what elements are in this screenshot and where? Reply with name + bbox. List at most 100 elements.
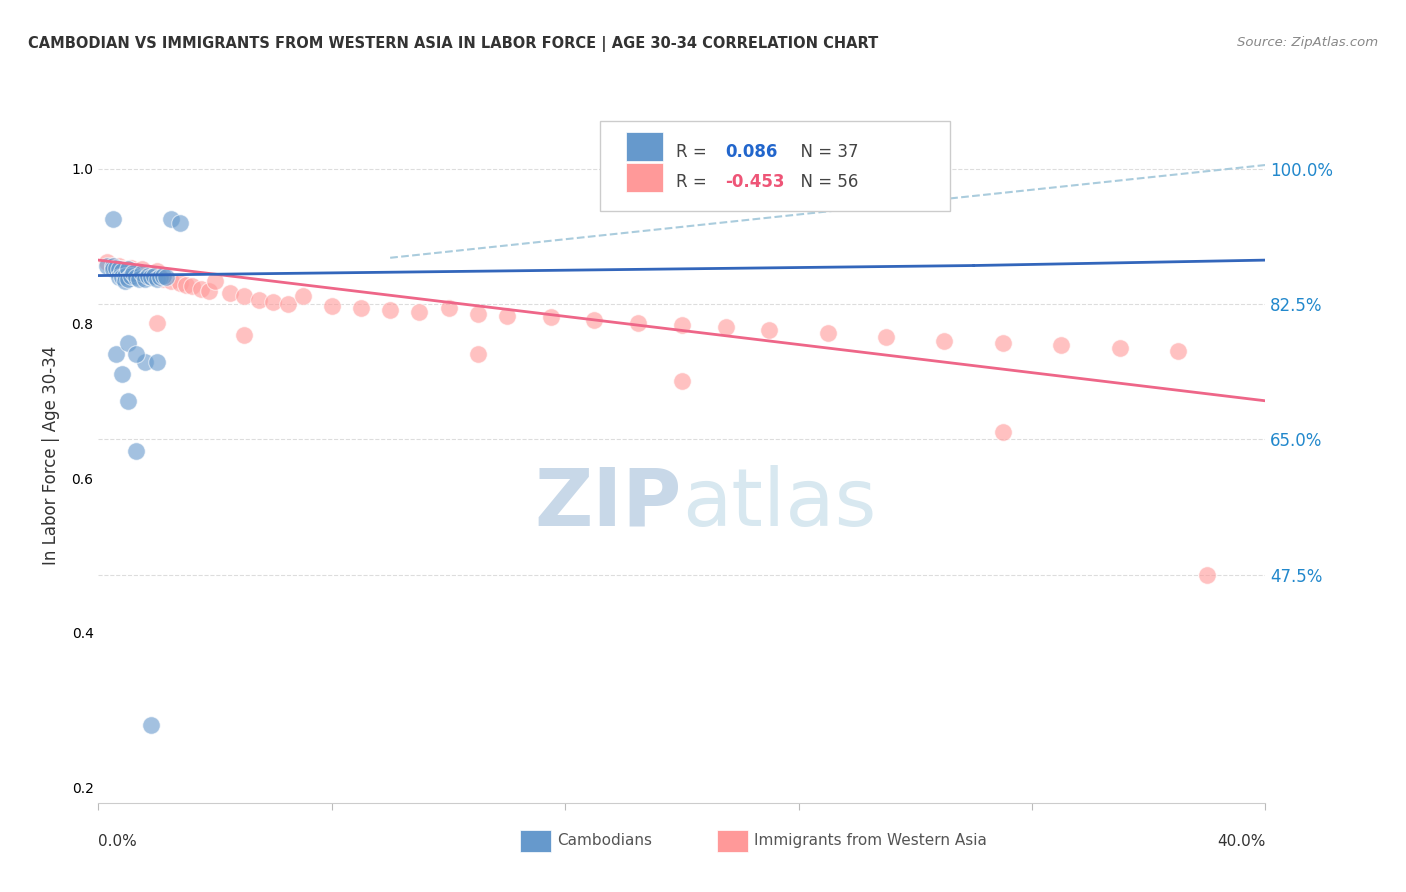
Point [128, 266, 150, 280]
Point [146, 271, 169, 285]
Point [350, 301, 373, 315]
Point [233, 289, 256, 303]
Point [111, 262, 134, 277]
Point [134, 268, 156, 283]
Point [96, 259, 118, 273]
Point [146, 317, 169, 331]
Point [139, 268, 162, 283]
Point [108, 262, 131, 277]
Point [817, 326, 839, 340]
Point [262, 294, 284, 309]
Point [104, 347, 127, 361]
Text: Immigrants from Western Asia: Immigrants from Western Asia [754, 833, 987, 847]
Point [125, 347, 148, 361]
Point [875, 330, 897, 344]
Text: 0.086: 0.086 [725, 144, 778, 161]
Point [152, 271, 174, 285]
Point [101, 262, 124, 277]
Point [671, 375, 693, 389]
Point [101, 259, 124, 273]
Point [991, 335, 1014, 350]
Point [540, 310, 562, 325]
Text: Source: ZipAtlas.com: Source: ZipAtlas.com [1237, 36, 1378, 49]
Point [131, 262, 153, 277]
Point [671, 318, 693, 332]
Point [160, 274, 183, 288]
Text: N = 37: N = 37 [790, 144, 859, 161]
Point [1167, 343, 1189, 358]
Point [180, 279, 202, 293]
Point [114, 262, 136, 277]
Point [149, 270, 172, 285]
Point [117, 262, 139, 277]
Point [146, 264, 169, 278]
Point [101, 259, 124, 273]
Y-axis label: In Labor Force | Age 30-34: In Labor Force | Age 30-34 [42, 345, 60, 565]
Point [114, 268, 136, 283]
Point [169, 277, 191, 291]
Point [134, 355, 156, 369]
Point [496, 309, 519, 323]
Point [117, 262, 139, 277]
Point [122, 266, 145, 280]
Point [111, 367, 134, 381]
Point [139, 270, 162, 285]
Point [190, 282, 212, 296]
Point [128, 271, 150, 285]
Point [155, 270, 177, 285]
Point [136, 268, 159, 283]
Point [117, 335, 139, 350]
Point [758, 323, 780, 337]
Text: R =: R = [676, 173, 711, 191]
Text: 0.0%: 0.0% [98, 834, 138, 849]
Point [101, 212, 124, 227]
FancyBboxPatch shape [626, 162, 664, 192]
Point [117, 264, 139, 278]
Text: -0.453: -0.453 [725, 173, 785, 191]
Point [139, 718, 162, 732]
Text: Cambodians: Cambodians [557, 833, 652, 847]
Point [408, 305, 430, 319]
Point [131, 266, 153, 280]
Point [146, 355, 169, 369]
Point [204, 274, 226, 288]
Point [122, 266, 145, 280]
Point [111, 270, 134, 285]
Point [114, 274, 136, 288]
Text: ZIP: ZIP [534, 465, 682, 542]
Point [104, 262, 127, 277]
Point [125, 444, 148, 458]
Point [169, 216, 191, 230]
Point [991, 425, 1014, 439]
Point [277, 297, 299, 311]
Point [714, 320, 737, 334]
Point [467, 307, 489, 321]
Point [437, 301, 460, 315]
Point [247, 293, 270, 308]
Point [934, 334, 956, 348]
Point [125, 270, 148, 285]
Point [120, 260, 142, 275]
Point [218, 285, 240, 300]
Point [96, 254, 118, 268]
Point [1108, 341, 1130, 355]
Point [142, 268, 165, 283]
Point [160, 212, 183, 227]
FancyBboxPatch shape [626, 132, 664, 161]
Text: atlas: atlas [682, 465, 876, 542]
Point [1195, 567, 1218, 582]
Point [108, 259, 131, 273]
Text: CAMBODIAN VS IMMIGRANTS FROM WESTERN ASIA IN LABOR FORCE | AGE 30-34 CORRELATION: CAMBODIAN VS IMMIGRANTS FROM WESTERN ASI… [28, 36, 879, 52]
Text: R =: R = [676, 144, 711, 161]
Point [291, 289, 314, 303]
Point [233, 328, 256, 343]
Point [152, 268, 174, 283]
Text: N = 56: N = 56 [790, 173, 859, 191]
FancyBboxPatch shape [600, 121, 950, 211]
Point [104, 260, 127, 275]
Point [174, 277, 197, 292]
Point [321, 300, 343, 314]
Point [117, 393, 139, 408]
Point [583, 312, 606, 326]
Point [380, 302, 402, 317]
